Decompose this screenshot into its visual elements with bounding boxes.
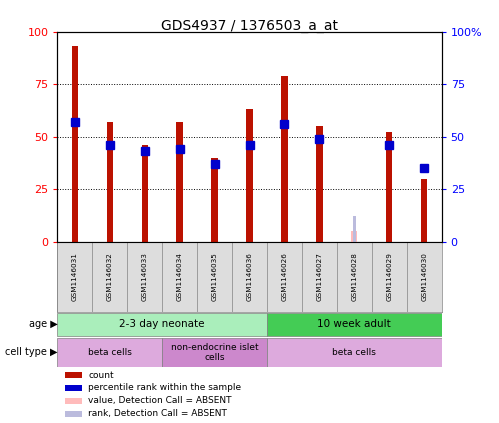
Bar [65, 372, 82, 378]
Text: GSM1146032: GSM1146032 [107, 252, 113, 301]
Bar [386, 132, 392, 242]
Bar [302, 242, 337, 311]
Bar [142, 145, 148, 242]
Text: 10 week adult: 10 week adult [317, 319, 391, 330]
Bar [65, 398, 82, 404]
Bar [421, 179, 427, 242]
Bar [232, 242, 267, 311]
Text: 2-3 day neonate: 2-3 day neonate [119, 319, 205, 330]
Bar [57, 313, 267, 336]
Text: GSM1146030: GSM1146030 [421, 252, 427, 301]
Text: GSM1146034: GSM1146034 [177, 252, 183, 301]
Text: percentile rank within the sample: percentile rank within the sample [88, 384, 241, 393]
Bar [372, 242, 407, 311]
Bar [281, 76, 287, 242]
Text: GSM1146029: GSM1146029 [386, 252, 392, 301]
Bar [177, 122, 183, 242]
Bar [65, 385, 82, 391]
Bar [407, 242, 442, 311]
Text: non-endocrine islet
cells: non-endocrine islet cells [171, 343, 258, 362]
Bar [267, 313, 442, 336]
Bar [57, 242, 92, 311]
Text: GDS4937 / 1376503_a_at: GDS4937 / 1376503_a_at [161, 19, 338, 33]
Bar [267, 242, 302, 311]
Text: GSM1146026: GSM1146026 [281, 252, 287, 301]
Text: GSM1146028: GSM1146028 [351, 252, 357, 301]
Bar [127, 242, 162, 311]
Text: count: count [88, 371, 114, 380]
Text: GSM1146036: GSM1146036 [247, 252, 252, 301]
Text: GSM1146031: GSM1146031 [72, 252, 78, 301]
Bar [267, 338, 442, 367]
Text: beta cells: beta cells [88, 348, 132, 357]
Bar [337, 242, 372, 311]
Text: GSM1146033: GSM1146033 [142, 252, 148, 301]
Bar [316, 126, 322, 242]
Bar [92, 242, 127, 311]
Bar [353, 217, 356, 242]
Bar [197, 242, 232, 311]
Text: beta cells: beta cells [332, 348, 376, 357]
Text: cell type ▶: cell type ▶ [5, 347, 57, 357]
Bar [212, 158, 218, 242]
Text: value, Detection Call = ABSENT: value, Detection Call = ABSENT [88, 396, 232, 405]
Bar [351, 231, 357, 242]
Bar [247, 110, 252, 242]
Text: age ▶: age ▶ [28, 319, 57, 330]
Bar [162, 338, 267, 367]
Text: rank, Detection Call = ABSENT: rank, Detection Call = ABSENT [88, 409, 227, 418]
Bar [107, 122, 113, 242]
Bar [72, 47, 78, 242]
Text: GSM1146035: GSM1146035 [212, 252, 218, 301]
Text: GSM1146027: GSM1146027 [316, 252, 322, 301]
Bar [65, 411, 82, 417]
Bar [162, 242, 197, 311]
Bar [57, 338, 162, 367]
